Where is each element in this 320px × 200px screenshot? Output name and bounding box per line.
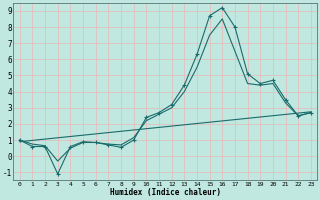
X-axis label: Humidex (Indice chaleur): Humidex (Indice chaleur): [110, 188, 221, 197]
